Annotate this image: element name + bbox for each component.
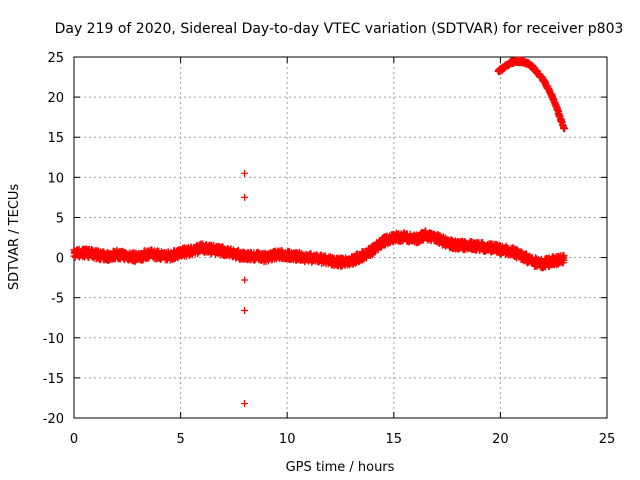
axis-ticks: 0 5 10 15 20 25 25 20 15 10 5 0 -5 -10 -15 -20 xyxy=(43,51,616,447)
y-tick-label: -10 xyxy=(43,332,64,347)
x-tick-label: 20 xyxy=(492,432,509,447)
outlier-point xyxy=(241,307,249,315)
grid xyxy=(74,57,607,418)
x-tick-label: 10 xyxy=(279,432,296,447)
y-tick-label: -15 xyxy=(43,372,64,387)
y-tick-label: 10 xyxy=(47,171,64,186)
x-tick-label: 25 xyxy=(599,432,616,447)
x-tick-label: 15 xyxy=(386,432,403,447)
outlier-point xyxy=(241,400,249,408)
y-tick-label: 0 xyxy=(56,252,64,267)
outlier-point xyxy=(241,169,249,177)
data-point xyxy=(561,125,569,133)
outlier-point xyxy=(241,193,249,201)
data-point xyxy=(560,256,568,264)
y-tick-label: 20 xyxy=(47,91,64,106)
data-marks xyxy=(70,56,569,408)
y-axis-label: SDTVAR / TECUs xyxy=(7,184,22,291)
x-tick-label: 5 xyxy=(176,432,184,447)
x-tick-label: 0 xyxy=(70,432,78,447)
y-tick-label: -20 xyxy=(43,412,64,427)
outlier-point xyxy=(241,276,249,284)
chart-title: Day 219 of 2020, Sidereal Day-to-day VTE… xyxy=(55,21,624,37)
y-tick-label: 15 xyxy=(47,131,64,146)
y-tick-label: 5 xyxy=(56,211,64,226)
plot-frame xyxy=(73,56,608,419)
data-point xyxy=(559,255,567,263)
y-tick-label: 25 xyxy=(47,51,64,66)
x-axis-label: GPS time / hours xyxy=(286,460,395,475)
y-tick-label: -5 xyxy=(51,292,64,307)
